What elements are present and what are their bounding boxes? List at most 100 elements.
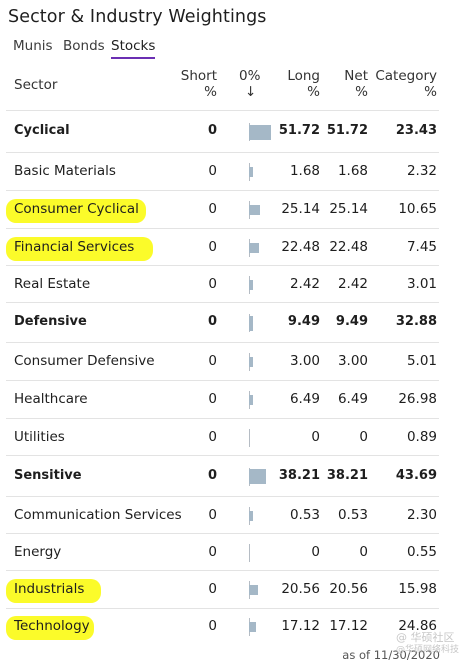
sector-name: Consumer Cyclical: [14, 201, 139, 217]
net-value: 38.21: [326, 468, 368, 483]
table-row: Utilities 0 0 0 0.89: [6, 418, 439, 456]
net-value: 25.14: [329, 201, 368, 217]
category-value: 15.98: [398, 581, 437, 597]
header-sector[interactable]: Sector: [14, 77, 58, 93]
weight-bar: [249, 205, 260, 215]
header-zero-percent[interactable]: 0% ↓: [239, 68, 261, 100]
short-value: 0: [208, 201, 217, 217]
short-value: 0: [207, 468, 217, 483]
table-row: Basic Materials 0 1.68 1.68 2.32: [6, 152, 439, 191]
header-long[interactable]: Long %: [287, 68, 320, 100]
table-row: Technology 0 17.12 17.12 24.86: [6, 608, 439, 645]
tab-bonds[interactable]: Bonds: [63, 38, 105, 54]
long-value: 2.42: [289, 276, 320, 292]
header-net[interactable]: Net %: [344, 68, 368, 100]
header-short[interactable]: Short %: [180, 68, 217, 100]
weight-bar: [249, 316, 253, 331]
short-value: 0: [208, 429, 217, 445]
long-value: 0: [311, 429, 320, 445]
as-of-date: as of 11/30/2020: [342, 648, 440, 662]
net-value: 20.56: [329, 581, 368, 597]
long-value: 25.14: [281, 201, 320, 217]
table-row: Consumer Cyclical 0 25.14 25.14 10.65: [6, 190, 439, 229]
zero-baseline: [249, 429, 250, 447]
long-value: 22.48: [281, 239, 320, 255]
short-value: 0: [208, 391, 217, 407]
weight-bar: [249, 280, 253, 290]
sort-down-icon: ↓: [245, 84, 257, 100]
category-value: 43.69: [395, 468, 437, 483]
highlight-mark: [6, 579, 101, 603]
net-value: 0.53: [337, 507, 368, 523]
weight-bar: [249, 125, 271, 140]
sector-name: Industrials: [14, 581, 85, 597]
net-value: 9.49: [335, 314, 368, 329]
net-value: 0: [359, 429, 368, 445]
sector-name: Communication Services: [14, 507, 182, 523]
category-value: 10.65: [398, 201, 437, 217]
category-value: 0.89: [406, 429, 437, 445]
short-value: 0: [208, 618, 217, 634]
net-value: 0: [359, 544, 368, 560]
sector-name: Cyclical: [14, 123, 70, 138]
table-row: Defensive 0 9.49 9.49 32.88: [6, 302, 439, 343]
table-header: Sector Short % 0% ↓ Long % Net % Categor…: [0, 68, 468, 108]
category-value: 3.01: [406, 276, 437, 292]
net-value: 17.12: [329, 618, 368, 634]
table-row: Sensitive 0 38.21 38.21 43.69: [6, 455, 439, 497]
net-value: 3.00: [337, 353, 368, 369]
weight-bar: [249, 511, 253, 521]
sector-name: Utilities: [14, 429, 65, 445]
weight-bar: [249, 469, 266, 484]
table-row: Financial Services 0 22.48 22.48 7.45: [6, 228, 439, 266]
sector-name: Basic Materials: [14, 163, 116, 179]
category-value: 2.30: [406, 507, 437, 523]
weight-bar: [249, 395, 253, 405]
long-value: 6.49: [289, 391, 320, 407]
net-value: 2.42: [337, 276, 368, 292]
net-value: 51.72: [326, 123, 368, 138]
table-row: Cyclical 0 51.72 51.72 23.43: [6, 110, 439, 153]
weight-bar: [249, 357, 253, 367]
table-row: Consumer Defensive 0 3.00 3.00 5.01: [6, 342, 439, 381]
section-title: Sector & Industry Weightings: [8, 7, 267, 27]
short-value: 0: [207, 314, 217, 329]
sector-name: Healthcare: [14, 391, 88, 407]
table-row: Communication Services 0 0.53 0.53 2.30: [6, 496, 439, 534]
short-value: 0: [208, 163, 217, 179]
short-value: 0: [207, 123, 217, 138]
net-value: 22.48: [329, 239, 368, 255]
short-value: 0: [208, 507, 217, 523]
weight-bar: [249, 243, 259, 253]
weight-bar: [249, 167, 253, 177]
zero-baseline: [249, 544, 250, 562]
short-value: 0: [208, 544, 217, 560]
short-value: 0: [208, 353, 217, 369]
category-value: 26.98: [398, 391, 437, 407]
table-row: Industrials 0 20.56 20.56 15.98: [6, 570, 439, 609]
watermark: @ 华硕社区 @华硕网络科技: [396, 631, 460, 656]
long-value: 0: [311, 544, 320, 560]
category-value: 23.43: [395, 123, 437, 138]
weight-bar: [249, 622, 256, 632]
highlight-mark: [6, 237, 153, 261]
long-value: 1.68: [289, 163, 320, 179]
short-value: 0: [208, 239, 217, 255]
sector-name: Consumer Defensive: [14, 353, 155, 369]
header-category[interactable]: Category %: [375, 68, 437, 100]
sector-name: Sensitive: [14, 468, 82, 483]
long-value: 51.72: [278, 123, 320, 138]
sector-name: Energy: [14, 544, 62, 560]
highlight-mark: [6, 199, 146, 223]
long-value: 3.00: [289, 353, 320, 369]
tab-stocks[interactable]: Stocks: [111, 38, 156, 59]
sector-name: Technology: [14, 618, 90, 634]
category-value: 7.45: [406, 239, 437, 255]
long-value: 9.49: [287, 314, 320, 329]
sector-name: Real Estate: [14, 276, 91, 292]
highlight-mark: [6, 616, 94, 640]
category-value: 32.88: [395, 314, 437, 329]
tab-munis[interactable]: Munis: [13, 38, 53, 54]
category-value: 2.32: [406, 163, 437, 179]
table-row: Healthcare 0 6.49 6.49 26.98: [6, 380, 439, 419]
